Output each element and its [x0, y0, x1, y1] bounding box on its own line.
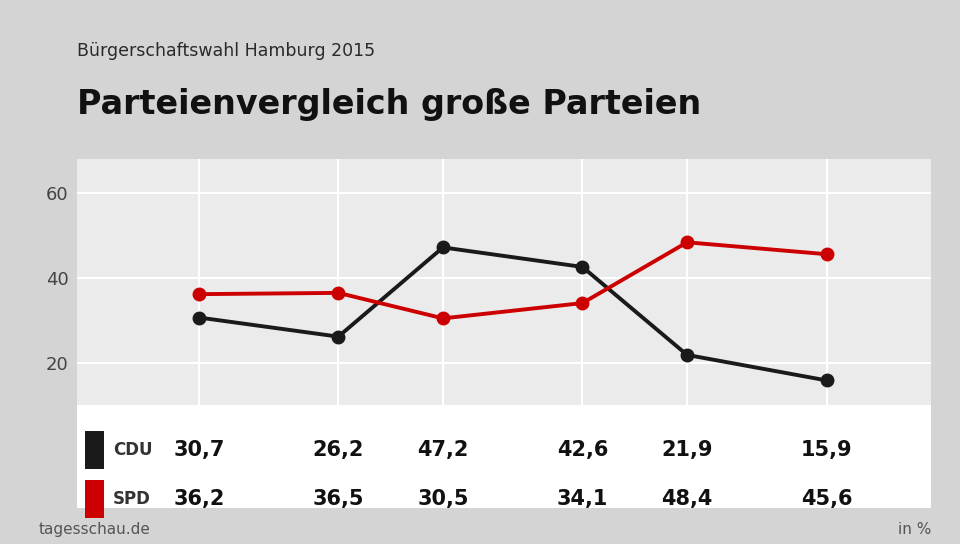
- Text: 36,2: 36,2: [173, 489, 225, 509]
- Text: 42,6: 42,6: [557, 440, 608, 460]
- Text: in %: in %: [898, 522, 931, 537]
- Text: CDU: CDU: [112, 441, 153, 459]
- Text: Bürgerschaftswahl Hamburg 2015: Bürgerschaftswahl Hamburg 2015: [77, 42, 375, 60]
- Text: 21,9: 21,9: [661, 440, 713, 460]
- FancyBboxPatch shape: [77, 405, 931, 508]
- Text: 26,2: 26,2: [313, 440, 364, 460]
- Text: 30,7: 30,7: [173, 440, 225, 460]
- Text: 45,6: 45,6: [801, 489, 852, 509]
- FancyBboxPatch shape: [85, 431, 104, 468]
- Text: 36,5: 36,5: [313, 489, 364, 509]
- Text: 15,9: 15,9: [801, 440, 852, 460]
- Text: SPD: SPD: [112, 490, 151, 508]
- Text: 47,2: 47,2: [418, 440, 468, 460]
- FancyBboxPatch shape: [85, 480, 104, 517]
- Text: Parteienvergleich große Parteien: Parteienvergleich große Parteien: [77, 88, 701, 121]
- Text: tagesschau.de: tagesschau.de: [38, 522, 151, 537]
- Text: 30,5: 30,5: [418, 489, 468, 509]
- Text: 48,4: 48,4: [661, 489, 712, 509]
- Text: 34,1: 34,1: [557, 489, 608, 509]
